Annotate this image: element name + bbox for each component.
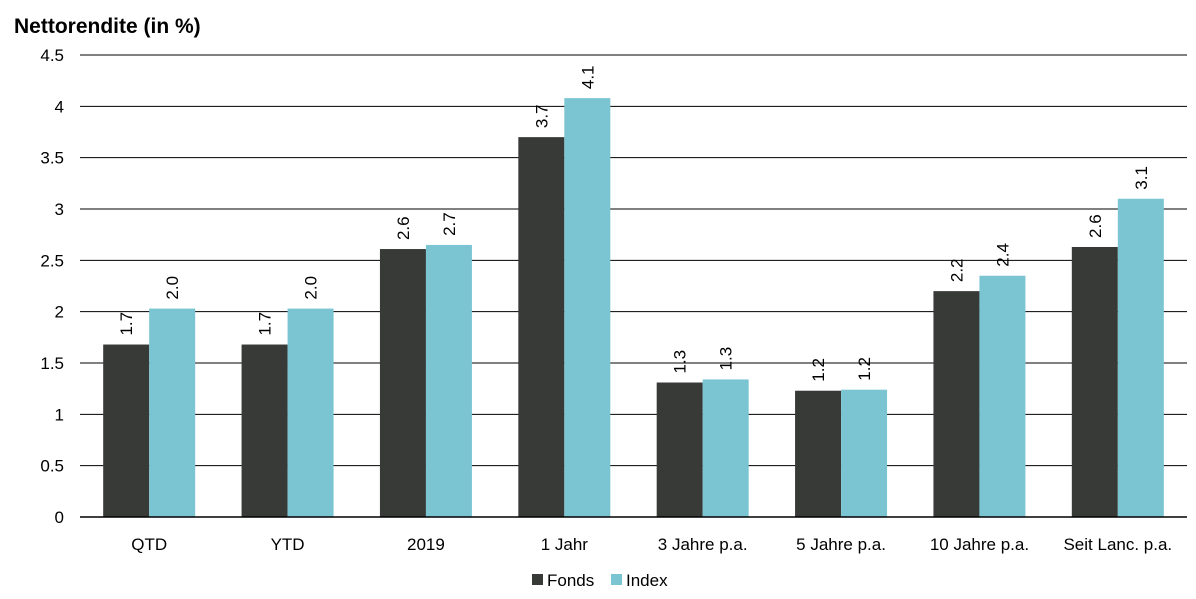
bar-fonds <box>1071 246 1118 517</box>
legend-swatch-index <box>611 574 622 585</box>
y-tick-label: 0 <box>55 508 64 527</box>
data-labels: 1.7 2.0 1.7 2.0 2.6 2.7 3.7 4.1 1.3 1.3 1.2 1.2 2.2 2… <box>117 65 1151 381</box>
data-label: 2.6 <box>394 216 413 240</box>
bar-fonds <box>656 382 703 517</box>
data-label: 2.4 <box>993 243 1012 267</box>
bar-fonds <box>518 137 565 517</box>
data-label: 1.3 <box>717 347 736 371</box>
data-label: 2.2 <box>947 258 966 282</box>
data-label: 3.1 <box>1132 166 1151 190</box>
x-axis-categories: QTD YTD 2019 1 Jahr 3 Jahre p.a. 5 Jahre p.a.… <box>131 535 1172 554</box>
legend-label-index: Index <box>626 571 668 590</box>
data-label: 1.2 <box>809 358 828 382</box>
data-label: 2.0 <box>302 276 321 300</box>
bar-index <box>1117 198 1164 517</box>
x-category-label: 1 Jahr <box>541 535 589 554</box>
data-label: 3.7 <box>532 104 551 128</box>
bar-index <box>425 244 472 517</box>
x-category-label: 5 Jahre p.a. <box>796 535 886 554</box>
y-tick-label: 1 <box>55 405 64 424</box>
data-label: 1.7 <box>256 312 275 336</box>
bar-index <box>702 379 749 517</box>
data-label: 2.6 <box>1086 214 1105 238</box>
y-tick-label: 4.5 <box>40 46 64 65</box>
y-tick-label: 2 <box>55 303 64 322</box>
bar-index <box>979 275 1026 517</box>
y-tick-label: 1.5 <box>40 354 64 373</box>
bar-index <box>841 389 888 517</box>
legend-swatch-fonds <box>532 574 543 585</box>
bar-fonds <box>795 390 842 517</box>
data-label: 1.2 <box>855 357 874 381</box>
x-category-label: Seit Lanc. p.a. <box>1063 535 1172 554</box>
x-category-label: 10 Jahre p.a. <box>930 535 1029 554</box>
x-category-label: YTD <box>271 535 305 554</box>
data-label: 2.0 <box>163 276 182 300</box>
x-category-label: QTD <box>131 535 167 554</box>
bar-fonds <box>379 249 426 518</box>
chart-title: Nettorendite (in %) <box>14 15 201 38</box>
y-tick-label: 4 <box>55 97 64 116</box>
legend: Fonds Index <box>532 571 668 590</box>
y-tick-label: 2.5 <box>40 251 64 270</box>
data-label: 4.1 <box>578 65 597 89</box>
y-tick-label: 0.5 <box>40 457 64 476</box>
x-category-label: 3 Jahre p.a. <box>658 535 748 554</box>
bar-fonds <box>103 344 150 517</box>
bar-index <box>287 308 334 517</box>
data-label: 1.7 <box>117 312 136 336</box>
bar-fonds <box>241 344 288 517</box>
y-tick-label: 3.5 <box>40 149 64 168</box>
data-label: 2.7 <box>440 212 459 236</box>
y-tick-label: 3 <box>55 200 64 219</box>
data-label: 1.3 <box>671 350 690 374</box>
y-axis-ticks: 0 0.5 1 1.5 2 2.5 3 3.5 4 4.5 <box>40 46 64 527</box>
bar-index <box>564 98 611 518</box>
bar-index <box>149 308 196 517</box>
x-category-label: 2019 <box>407 535 445 554</box>
bars <box>103 98 1164 518</box>
legend-label-fonds: Fonds <box>547 571 594 590</box>
bar-fonds <box>933 291 980 517</box>
